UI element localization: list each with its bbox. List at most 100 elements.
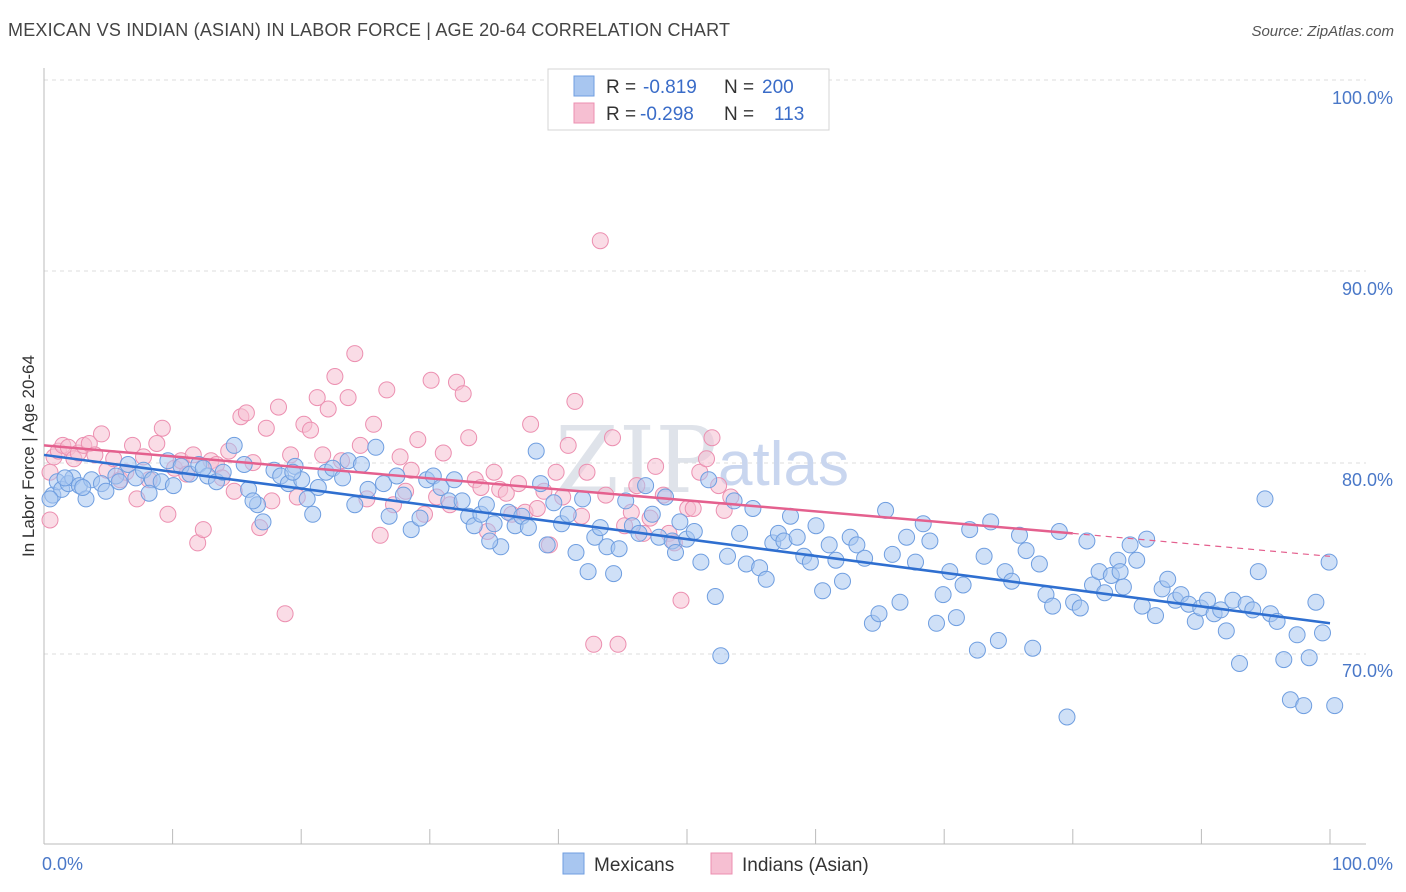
mexicans-point: [1249, 563, 1267, 581]
mexicans-point: [1044, 597, 1062, 615]
mexicans-point: [1128, 551, 1146, 569]
mexicans-point: [725, 492, 743, 510]
indians-point: [522, 415, 540, 433]
indians-point: [434, 444, 452, 462]
legend-r-value-2: -0.298: [640, 104, 694, 125]
indians-point: [559, 436, 577, 454]
mexicans-point: [989, 632, 1007, 649]
y-tick-label-70: 70.0%: [1342, 661, 1393, 681]
mexicans-point: [914, 515, 932, 533]
mexicans-point: [692, 553, 710, 571]
indians-point: [409, 431, 427, 449]
trend-lines: [43, 444, 1331, 625]
mexicans-point: [848, 536, 866, 554]
mexicans-point: [298, 490, 316, 508]
mexicans-point: [1114, 578, 1132, 596]
indians-point: [314, 446, 332, 464]
indians-point: [672, 591, 690, 609]
mexicans-point: [1071, 599, 1089, 617]
indians-point: [371, 526, 389, 544]
mexicans-point: [1300, 649, 1318, 667]
mexicans-point: [110, 473, 128, 491]
legend-n-value-2: 113: [774, 104, 804, 125]
indians-point: [604, 429, 621, 447]
indians-point: [422, 371, 440, 389]
mexicans-point: [1024, 639, 1042, 657]
indians-point: [365, 415, 383, 433]
mexicans-point: [164, 477, 182, 495]
mexicans-point: [1058, 708, 1076, 726]
mexicans-point: [485, 515, 503, 533]
indians-point: [308, 389, 326, 407]
mexicans-point: [567, 544, 585, 561]
mexicans-point: [1295, 697, 1313, 715]
y-axis-label: In Labor Force | Age 20-64: [19, 355, 38, 557]
mexicans-point: [1307, 593, 1325, 611]
mexicans-point: [359, 480, 377, 498]
mexicans-point: [380, 507, 398, 525]
mexicans-point: [225, 436, 243, 454]
indians-point: [547, 463, 565, 481]
legend-n-value-1: 200: [762, 77, 794, 98]
mexicans-point: [559, 505, 577, 523]
chart-title: MEXICAN VS INDIAN (ASIAN) IN LABOR FORCE…: [8, 20, 731, 40]
mexicans-point: [1111, 563, 1129, 581]
indians-point: [93, 425, 110, 443]
indians-point: [391, 448, 409, 466]
mexicans-point: [1078, 532, 1096, 550]
mexicans-point: [637, 477, 655, 495]
mexicans-point: [807, 517, 825, 535]
indians-point: [194, 521, 212, 539]
mexicans-point: [545, 494, 563, 512]
indians-point: [346, 345, 364, 363]
indians-point: [698, 450, 715, 468]
mexicans-point: [667, 544, 684, 561]
mexicans-point: [352, 456, 370, 473]
mexicans-point: [367, 438, 385, 456]
y-tick-label-100: 100.0%: [1332, 88, 1393, 108]
mexicans-point: [1244, 601, 1262, 619]
mexicans-point: [477, 496, 495, 514]
indians-point: [684, 500, 702, 517]
indians-point: [41, 511, 59, 529]
y-tick-label-90: 90.0%: [1342, 279, 1393, 299]
watermark-atlas: atlas: [718, 430, 849, 499]
indians-point: [263, 492, 281, 510]
mexicans-point: [814, 582, 832, 600]
indians-point: [528, 500, 546, 517]
legend-n-label-1: N =: [724, 77, 754, 98]
x-tick-label-100: 100.0%: [1332, 854, 1393, 874]
legend-r-value-1: -0.819: [643, 77, 697, 98]
mexicans-point: [538, 536, 556, 554]
mexicans-point: [411, 509, 429, 527]
mexicans-point: [617, 492, 635, 510]
mexicans-point: [214, 463, 232, 481]
indians-point: [225, 482, 243, 500]
mexicans-point: [1256, 490, 1274, 508]
legend-swatch-mexicans: [573, 75, 595, 97]
mexicans-point: [309, 479, 327, 496]
indians-point: [585, 635, 603, 653]
mexicans-point: [56, 469, 74, 487]
mexicans-point: [605, 565, 623, 583]
mexicans-point: [519, 519, 537, 537]
indians-point: [351, 436, 369, 454]
indians-point: [485, 463, 503, 481]
mexicans-point: [788, 528, 806, 546]
indians-point: [153, 419, 171, 437]
mexicans-point: [574, 490, 592, 508]
mexicans-point: [1121, 536, 1139, 554]
mexicans-point: [41, 490, 59, 508]
mexicans-point: [744, 500, 762, 517]
mexicans-point: [346, 496, 364, 514]
mexicans-point: [685, 523, 703, 540]
mexicans-point: [254, 513, 272, 531]
legend-swatch-indians: [573, 102, 595, 124]
indians-point: [302, 421, 319, 439]
mexicans-point: [1314, 624, 1331, 642]
indians-point: [378, 381, 396, 399]
mexicans-point: [1159, 570, 1177, 588]
mexicans-point: [579, 563, 597, 581]
y-tick-label-80: 80.0%: [1342, 470, 1393, 490]
